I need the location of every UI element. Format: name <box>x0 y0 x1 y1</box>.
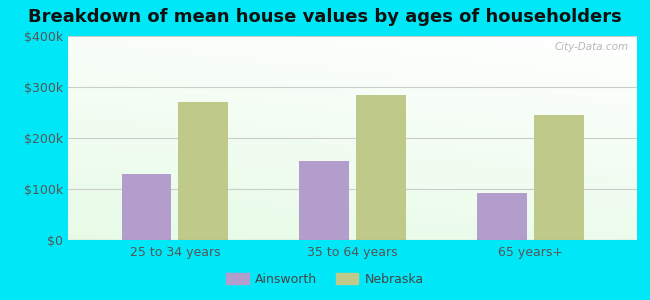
Bar <box>122 174 172 240</box>
Text: City-Data.com: City-Data.com <box>554 42 629 52</box>
Bar <box>477 193 526 240</box>
Bar <box>299 161 349 240</box>
Bar <box>534 115 584 240</box>
Text: Breakdown of mean house values by ages of householders: Breakdown of mean house values by ages o… <box>28 8 622 26</box>
Legend: Ainsworth, Nebraska: Ainsworth, Nebraska <box>221 268 429 291</box>
Bar <box>179 102 228 240</box>
Bar <box>356 94 406 240</box>
